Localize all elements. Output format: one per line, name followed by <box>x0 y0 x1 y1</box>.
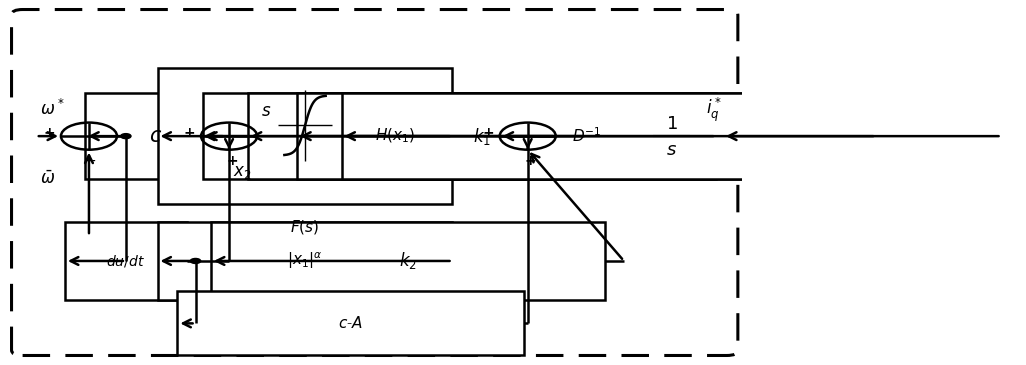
Text: +: + <box>482 126 494 139</box>
Circle shape <box>191 258 201 264</box>
Text: $\omega^*$: $\omega^*$ <box>40 99 64 119</box>
FancyBboxPatch shape <box>158 68 452 204</box>
FancyBboxPatch shape <box>248 93 716 179</box>
Text: $s$: $s$ <box>666 141 677 160</box>
Text: +: + <box>184 126 195 139</box>
FancyBboxPatch shape <box>65 222 187 300</box>
Text: $x_2$: $x_2$ <box>233 164 251 181</box>
FancyBboxPatch shape <box>342 93 1001 179</box>
FancyBboxPatch shape <box>177 291 524 356</box>
Text: +: + <box>43 126 55 139</box>
Text: $k_1$: $k_1$ <box>473 126 491 147</box>
Text: $du/dt$: $du/dt$ <box>107 253 146 269</box>
FancyBboxPatch shape <box>11 9 738 356</box>
Text: $i_q^*$: $i_q^*$ <box>706 95 722 123</box>
FancyBboxPatch shape <box>203 93 587 179</box>
Text: $H(x_1)$: $H(x_1)$ <box>374 127 416 145</box>
FancyBboxPatch shape <box>85 93 226 179</box>
Text: $F(s)$: $F(s)$ <box>290 218 320 236</box>
Circle shape <box>121 134 131 139</box>
Text: $D^{-1}$: $D^{-1}$ <box>571 127 601 146</box>
Text: +: + <box>525 154 537 168</box>
Text: $k_2$: $k_2$ <box>399 250 418 272</box>
Text: $1$: $1$ <box>666 115 677 132</box>
Text: $c$-$A$: $c$-$A$ <box>339 315 363 331</box>
Text: $\bar{\omega}$: $\bar{\omega}$ <box>40 170 54 188</box>
Text: $s$: $s$ <box>261 103 271 120</box>
Text: $-$: $-$ <box>84 153 96 167</box>
FancyBboxPatch shape <box>158 222 452 300</box>
Text: +: + <box>226 154 238 168</box>
Text: $|x_1|^\alpha$: $|x_1|^\alpha$ <box>287 251 323 271</box>
FancyBboxPatch shape <box>211 222 605 300</box>
Text: $c$: $c$ <box>149 127 162 146</box>
FancyBboxPatch shape <box>298 93 876 179</box>
